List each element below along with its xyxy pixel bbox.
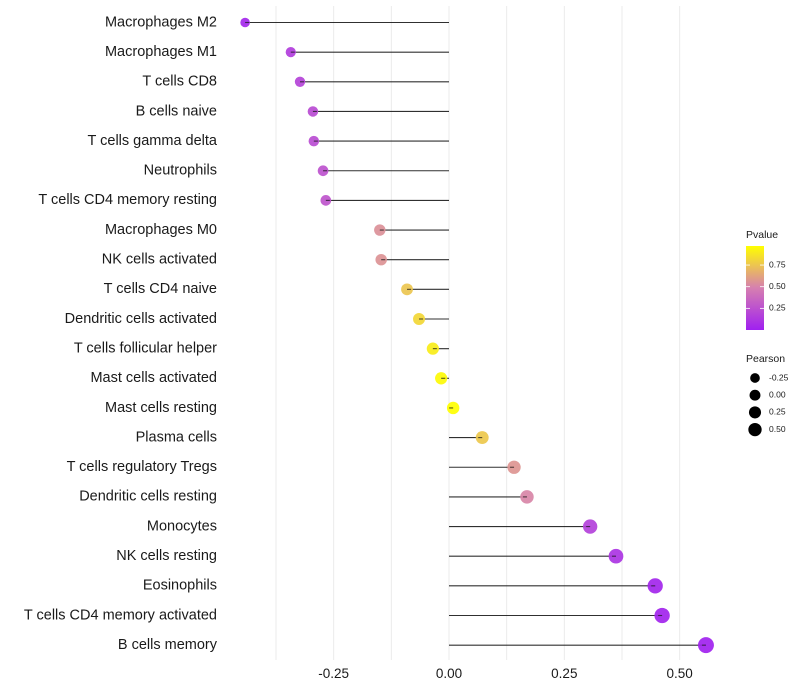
y-axis-label: Dendritic cells activated [65, 311, 217, 327]
pearson-legend: Pearson -0.25 0.00 0.25 0.50 [746, 353, 789, 437]
size-legend-key [750, 373, 760, 383]
y-axis-label: T cells regulatory Tregs [67, 459, 217, 475]
y-axis-label: NK cells activated [102, 252, 217, 268]
colorbar-tick-label: 0.50 [769, 281, 786, 291]
y-axis-label: T cells gamma delta [88, 133, 218, 149]
y-axis-label: Macrophages M0 [105, 222, 217, 238]
point-layer [240, 17, 714, 654]
grid-layer [275, 6, 681, 660]
lollipop-point [446, 401, 460, 415]
colorbar-tick-label: 0.25 [769, 303, 786, 313]
x-tick-label: 0.25 [551, 666, 577, 681]
size-legend-key [748, 422, 762, 437]
y-axis-label: B cells naive [136, 103, 217, 119]
x-tick-label: 0.00 [436, 666, 462, 681]
x-axis-ticks: -0.25 0.00 0.25 0.50 [318, 666, 693, 681]
pearson-legend-title: Pearson [746, 353, 785, 365]
pvalue-legend: Pvalue 0.25 0.50 0.75 [746, 229, 786, 330]
colorbar-tick-label: 0.75 [769, 259, 786, 269]
y-axis-label: T cells follicular helper [74, 340, 217, 356]
y-axis-label: Neutrophils [144, 163, 217, 179]
size-legend-label: 0.50 [769, 424, 786, 434]
x-tick-label: 0.50 [667, 666, 693, 681]
pvalue-colorbar [746, 246, 764, 330]
lollipop-point [294, 76, 306, 87]
size-legend-label: -0.25 [769, 372, 789, 382]
y-axis-label: T cells CD8 [142, 74, 217, 90]
size-legend-label: 0.00 [769, 389, 786, 399]
y-axis-label: Macrophages M1 [105, 44, 217, 60]
size-legend-label: 0.25 [769, 407, 786, 417]
y-axis-label: B cells memory [118, 637, 218, 653]
size-legend-key [748, 406, 762, 419]
y-axis-label: T cells CD4 memory resting [38, 192, 217, 208]
lollipop-point [647, 578, 663, 594]
y-axis-label: Monocytes [147, 518, 217, 534]
y-axis-label: Eosinophils [143, 578, 217, 594]
y-axis-labels: Macrophages M2 Macrophages M1 T cells CD8 B… [24, 14, 218, 653]
y-axis-label: T cells CD4 naive [104, 281, 217, 297]
y-axis-label: T cells CD4 memory activated [24, 607, 217, 623]
lollipop-point [475, 431, 489, 445]
y-axis-label: Mast cells resting [105, 400, 217, 416]
lollipop-point [401, 283, 413, 296]
size-legend-key [749, 389, 761, 401]
y-axis-label: NK cells resting [116, 548, 217, 564]
y-axis-label: Plasma cells [136, 429, 217, 445]
y-axis-label: Macrophages M2 [105, 14, 217, 30]
y-axis-label: Dendritic cells resting [79, 489, 217, 505]
pvalue-legend-title: Pvalue [746, 229, 778, 241]
x-tick-label: -0.25 [318, 666, 349, 681]
y-axis-label: Mast cells activated [90, 370, 217, 386]
